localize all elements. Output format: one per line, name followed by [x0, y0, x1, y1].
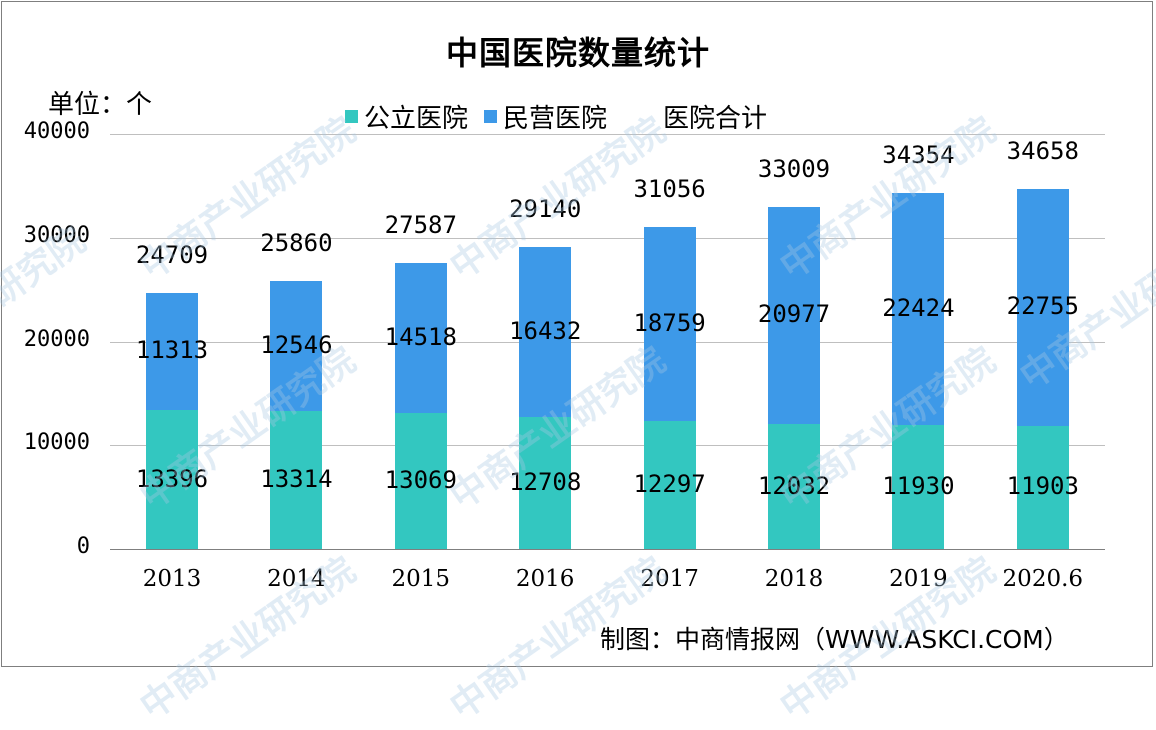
source-credit: 制图：中商情报网（WWW.ASKCI.COM） [600, 625, 1069, 654]
gridline [110, 134, 1105, 135]
gridline [110, 238, 1105, 239]
value-label-private: 14518 [384, 323, 457, 352]
x-tick-label: 2017 [640, 566, 699, 592]
value-label-public: 13396 [135, 464, 209, 493]
y-tick-label: 30000 [23, 223, 90, 248]
legend-label-private: 民营医院 [503, 104, 608, 134]
bar-public [394, 413, 447, 549]
bar-public [768, 424, 820, 549]
bar-public [643, 421, 696, 549]
bar-public [519, 417, 572, 549]
legend-item-total: 医院合计 [623, 98, 767, 135]
bar-private [394, 262, 447, 414]
gridline [110, 342, 1105, 343]
value-label-private: 16432 [509, 316, 582, 345]
x-tick-label: 2013 [142, 566, 202, 592]
value-label-private: 11313 [135, 336, 209, 365]
value-label-public: 13314 [260, 464, 333, 493]
unit-label: 单位：个 [48, 90, 153, 120]
y-tick-label: 20000 [23, 327, 90, 352]
legend-label-total: 医院合计 [663, 104, 768, 134]
bar-public [892, 425, 945, 549]
value-label-total: 33009 [757, 154, 831, 183]
x-tick-label: 2016 [515, 566, 575, 592]
x-tick-label: 2019 [889, 566, 948, 592]
bar-public [270, 410, 323, 549]
chart-title: 中国医院数量统计 [445, 34, 710, 72]
value-label-total: 34354 [882, 140, 955, 169]
x-axis-line [110, 549, 1105, 550]
y-tick-label: 10000 [23, 430, 90, 455]
bar-private [768, 206, 820, 425]
value-label-total: 24709 [135, 240, 209, 269]
x-tick-label: 2018 [764, 566, 824, 592]
bar-private [892, 192, 945, 426]
value-label-public: 12708 [509, 468, 582, 497]
y-tick-label: 0 [76, 534, 90, 559]
legend-swatch-public [345, 110, 358, 123]
bar-private [270, 280, 323, 411]
gridline [110, 445, 1105, 446]
value-label-private: 12546 [260, 330, 333, 359]
x-tick-label: 2015 [391, 566, 451, 592]
legend-item-public: 公立医院 [345, 98, 468, 135]
value-label-public: 12032 [757, 471, 831, 500]
value-label-total: 27587 [384, 210, 457, 239]
value-label-private: 22424 [882, 293, 955, 322]
value-label-total: 29140 [509, 194, 582, 223]
value-label-private: 22755 [1006, 292, 1079, 321]
legend-label-public: 公立医院 [364, 104, 469, 134]
bar-public [146, 410, 198, 549]
value-label-public: 12297 [633, 470, 706, 499]
value-label-total: 34658 [1006, 137, 1079, 166]
legend-swatch-private [484, 110, 498, 123]
x-tick-label: 2014 [267, 566, 326, 592]
value-label-public: 13069 [384, 466, 457, 495]
y-tick-label: 40000 [23, 119, 90, 144]
bar-private [146, 292, 198, 410]
legend-swatch-total [623, 110, 657, 123]
value-label-private: 18759 [633, 309, 706, 338]
value-label-total: 31056 [633, 174, 706, 203]
x-tick-label: 2020.6 [1002, 566, 1084, 592]
legend: 公立医院 民营医院 医院合计 [345, 98, 783, 135]
legend-item-private: 民营医院 [484, 98, 607, 135]
value-label-private: 20977 [757, 300, 831, 329]
value-label-public: 11903 [1006, 472, 1079, 501]
bar-private [1016, 189, 1069, 426]
bar-private [643, 226, 696, 422]
value-label-total: 25860 [260, 228, 333, 257]
bar-private [519, 246, 572, 418]
bar-public [1016, 425, 1069, 549]
value-label-public: 11930 [882, 472, 955, 501]
